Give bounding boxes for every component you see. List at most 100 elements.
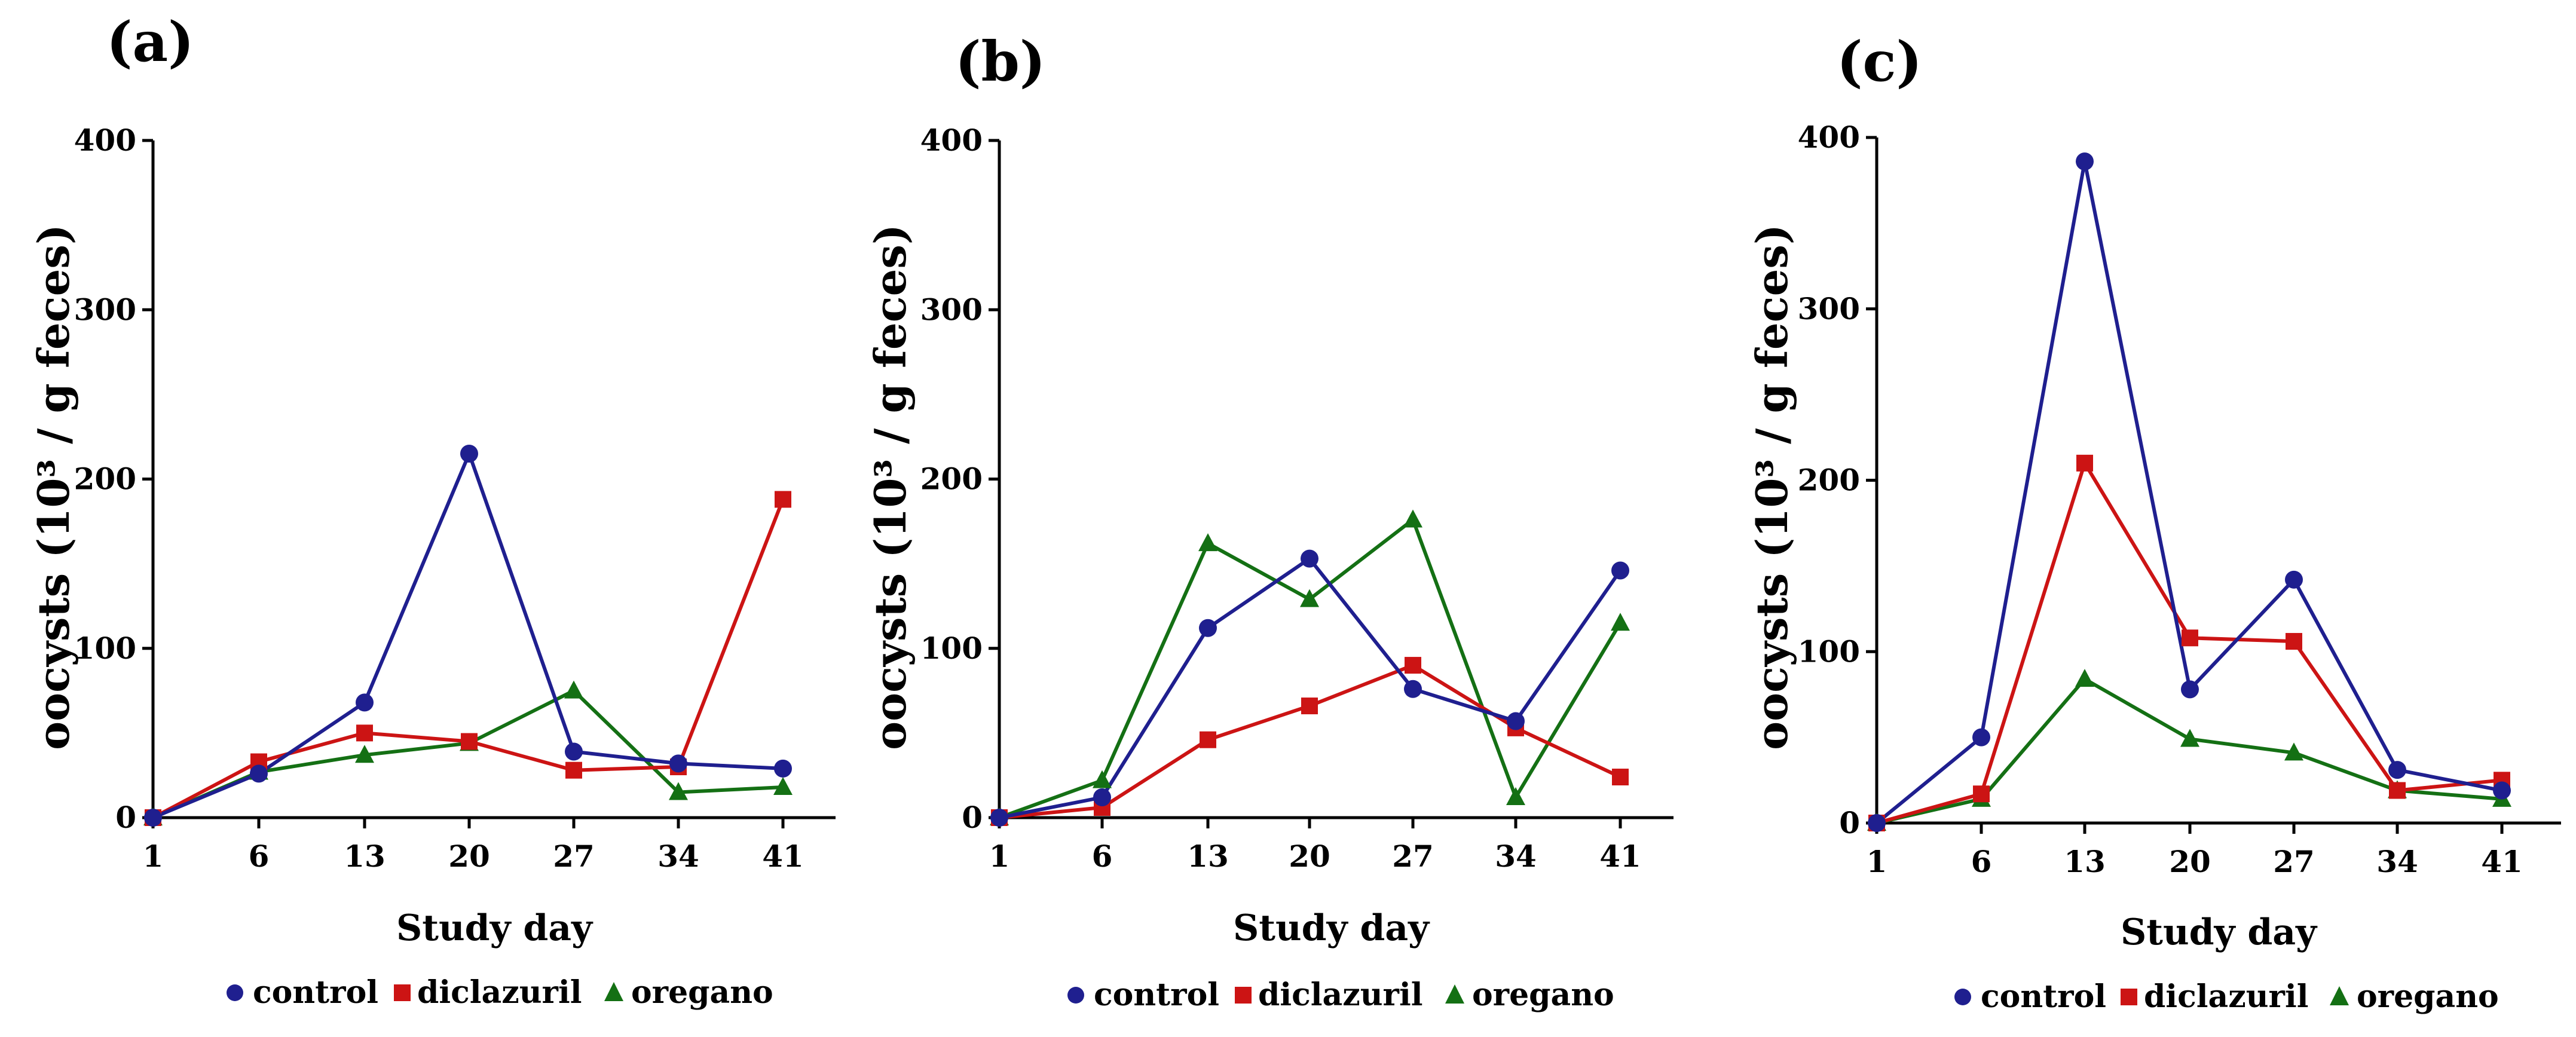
series-line-diclazuril [152,498,785,819]
series-line-oregano [152,689,784,819]
point-diclazuril [2389,782,2406,799]
y-tick-label: 300 [920,292,983,327]
y-tick-label: 0 [115,800,136,835]
point-control [1093,788,1111,807]
point-oregano [1403,509,1422,528]
legend-marker-oregano [604,982,623,1001]
x-tick-label: 6 [249,839,270,874]
point-control [1301,549,1318,568]
y-tick-label: 300 [1798,291,1860,326]
point-diclazuril [1973,785,1990,803]
point-control [774,759,792,778]
legend: control diclazuril oregano [1954,978,2499,1015]
panel-c: (c) oocysts (10³ / g feces) Study day 01… [1746,29,2561,1015]
legend-marker-oregano [1445,984,1464,1004]
x-tick-label: 1 [989,839,1010,874]
y-axis-title: oocysts (10³ / g feces) [28,224,79,750]
legend-label-diclazuril: diclazuril [417,974,582,1011]
x-axis-title: Study day [1233,907,1430,949]
panel-b: (b) oocysts (10³ / g feces) Study day 01… [865,29,1674,1013]
point-control [460,445,478,463]
point-control [1868,814,1886,832]
legend-label-control: control [1981,978,2106,1015]
plot-area: 0 100 200 300 400 1 6 13 20 27 34 41 [920,123,1674,874]
legend-marker-control [1067,987,1084,1004]
point-diclazuril [775,491,791,508]
x-tick-label: 1 [143,839,164,874]
x-tick-label: 34 [657,839,699,874]
x-tick-label: 27 [2273,844,2315,879]
y-tick-label: 200 [1798,463,1860,498]
point-control [250,764,268,783]
x-axis-title: Study day [396,907,593,949]
point-control [1611,561,1629,580]
legend: control diclazuril oregano [1067,977,1614,1013]
x-tick-label: 20 [2169,844,2211,879]
point-oregano [1300,589,1319,607]
y-tick-label: 400 [74,123,136,158]
y-tick-label: 100 [74,631,136,666]
point-control [1507,712,1525,730]
point-control [1972,728,1990,747]
panel-label: (b) [955,29,1045,94]
point-diclazuril [356,724,373,742]
plot-area: 0 100 200 300 400 1 6 13 20 27 34 41 [1798,120,2561,879]
x-axis-title: Study day [2121,911,2318,953]
point-diclazuril [1612,769,1629,786]
point-oregano [564,680,583,699]
point-control [2181,680,2199,699]
y-tick-label: 100 [920,631,983,666]
legend-label-oregano: oregano [2357,978,2499,1015]
point-oregano [2284,742,2303,761]
series-line-control [152,452,784,819]
legend-label-control: control [253,974,378,1011]
panel-label: (a) [106,10,194,74]
legend-marker-diclazuril [2121,989,2137,1005]
y-tick-label: 200 [74,461,136,497]
x-tick-label: 6 [1971,844,1992,879]
legend-marker-diclazuril [1235,987,1252,1004]
point-control [144,809,162,827]
x-tick-label: 27 [553,839,595,874]
point-oregano [669,782,688,800]
legend-marker-control [227,984,243,1001]
point-control [1199,619,1217,637]
legend-label-diclazuril: diclazuril [1258,977,1422,1013]
x-tick-label: 34 [1495,839,1537,874]
series-line-diclazuril [999,663,1622,819]
legend-label-oregano: oregano [631,974,773,1011]
legend-label-oregano: oregano [1472,977,1614,1013]
y-tick-label: 300 [74,292,136,327]
x-tick-label: 34 [2376,844,2418,879]
point-oregano [2075,669,2094,687]
legend-marker-oregano [2330,986,2349,1005]
point-diclazuril [1200,731,1216,748]
point-control [2076,152,2094,171]
x-tick-label: 13 [344,839,386,874]
point-oregano [1611,613,1630,631]
legend-marker-control [1954,989,1971,1005]
point-diclazuril [565,761,582,779]
y-axis-title: oocysts (10³ / g feces) [865,224,916,750]
y-tick-label: 0 [962,800,983,835]
point-oregano [1506,787,1525,806]
legend-label-control: control [1094,977,1219,1013]
x-tick-label: 1 [1867,844,1887,879]
x-tick-label: 20 [448,839,490,874]
point-control [565,742,583,761]
plot-area: 0 100 200 300 400 1 6 13 20 27 34 41 [74,123,836,874]
x-tick-label: 41 [1599,839,1641,874]
point-diclazuril [2076,454,2093,472]
point-oregano [1198,533,1217,552]
series-line-control [1876,160,2502,825]
point-control [990,809,1008,827]
legend: control diclazuril oregano [227,974,773,1011]
legend-marker-diclazuril [394,984,411,1001]
point-control [2493,781,2511,800]
point-control [2285,570,2303,589]
y-tick-label: 400 [920,123,983,158]
point-control [1404,680,1422,698]
x-tick-label: 6 [1092,839,1113,874]
point-oregano [355,745,374,763]
